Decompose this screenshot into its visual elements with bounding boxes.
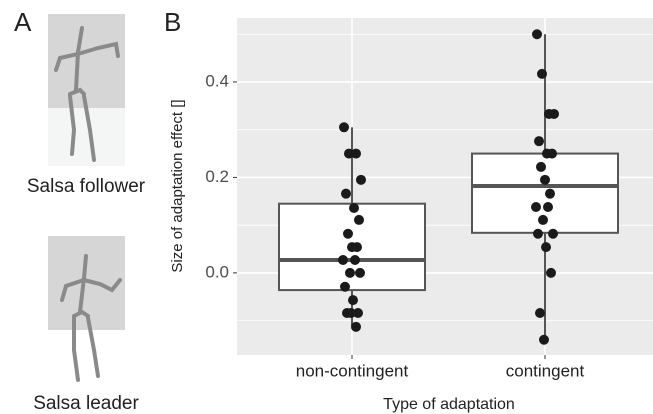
data-point bbox=[533, 228, 543, 239]
y-tick-label: 0.4 bbox=[205, 71, 229, 90]
plot: 0.0 0.2 0.4 non-contingent contingent bbox=[205, 18, 653, 380]
data-point bbox=[536, 161, 546, 172]
x-axis-label: Type of adaptation bbox=[383, 396, 515, 413]
data-point bbox=[338, 255, 348, 266]
data-point bbox=[348, 295, 358, 306]
figure-caption: Salsa follower bbox=[27, 176, 146, 197]
panel-label: B bbox=[164, 7, 181, 37]
stick-figure-leader bbox=[48, 236, 125, 382]
y-axis-label: Size of adaptation effect [] bbox=[169, 99, 186, 272]
data-point bbox=[543, 202, 553, 213]
data-point bbox=[538, 214, 548, 225]
data-point bbox=[537, 68, 547, 79]
data-point bbox=[353, 307, 363, 318]
x-tick-label: contingent bbox=[506, 361, 585, 380]
data-point bbox=[535, 307, 545, 318]
data-point bbox=[339, 122, 349, 133]
data-point bbox=[534, 136, 544, 147]
data-point bbox=[545, 188, 555, 199]
data-point bbox=[346, 307, 356, 318]
data-point bbox=[345, 267, 355, 278]
data-point bbox=[344, 148, 354, 159]
panel-label: A bbox=[14, 7, 32, 37]
data-point bbox=[354, 214, 364, 225]
x-tick-label: non-contingent bbox=[296, 361, 409, 380]
stick-figure-follower bbox=[48, 14, 125, 166]
data-point bbox=[531, 202, 541, 213]
data-point bbox=[547, 148, 557, 159]
data-point bbox=[355, 267, 365, 278]
y-tick-label: 0.2 bbox=[205, 167, 229, 186]
data-point bbox=[532, 29, 542, 40]
data-point bbox=[350, 255, 360, 266]
data-point bbox=[349, 202, 359, 213]
data-point bbox=[549, 108, 559, 119]
data-point bbox=[540, 174, 550, 185]
data-point bbox=[539, 334, 549, 345]
data-point bbox=[546, 267, 556, 278]
data-point bbox=[548, 228, 558, 239]
y-tick-label: 0.0 bbox=[205, 262, 229, 281]
data-point bbox=[341, 188, 351, 199]
data-point bbox=[352, 242, 362, 253]
data-point bbox=[351, 148, 361, 159]
data-point bbox=[356, 174, 366, 185]
data-point bbox=[351, 321, 361, 332]
figure-caption: Salsa leader bbox=[33, 393, 139, 414]
data-point bbox=[541, 242, 551, 253]
data-point bbox=[340, 281, 350, 292]
data-point bbox=[343, 228, 353, 239]
